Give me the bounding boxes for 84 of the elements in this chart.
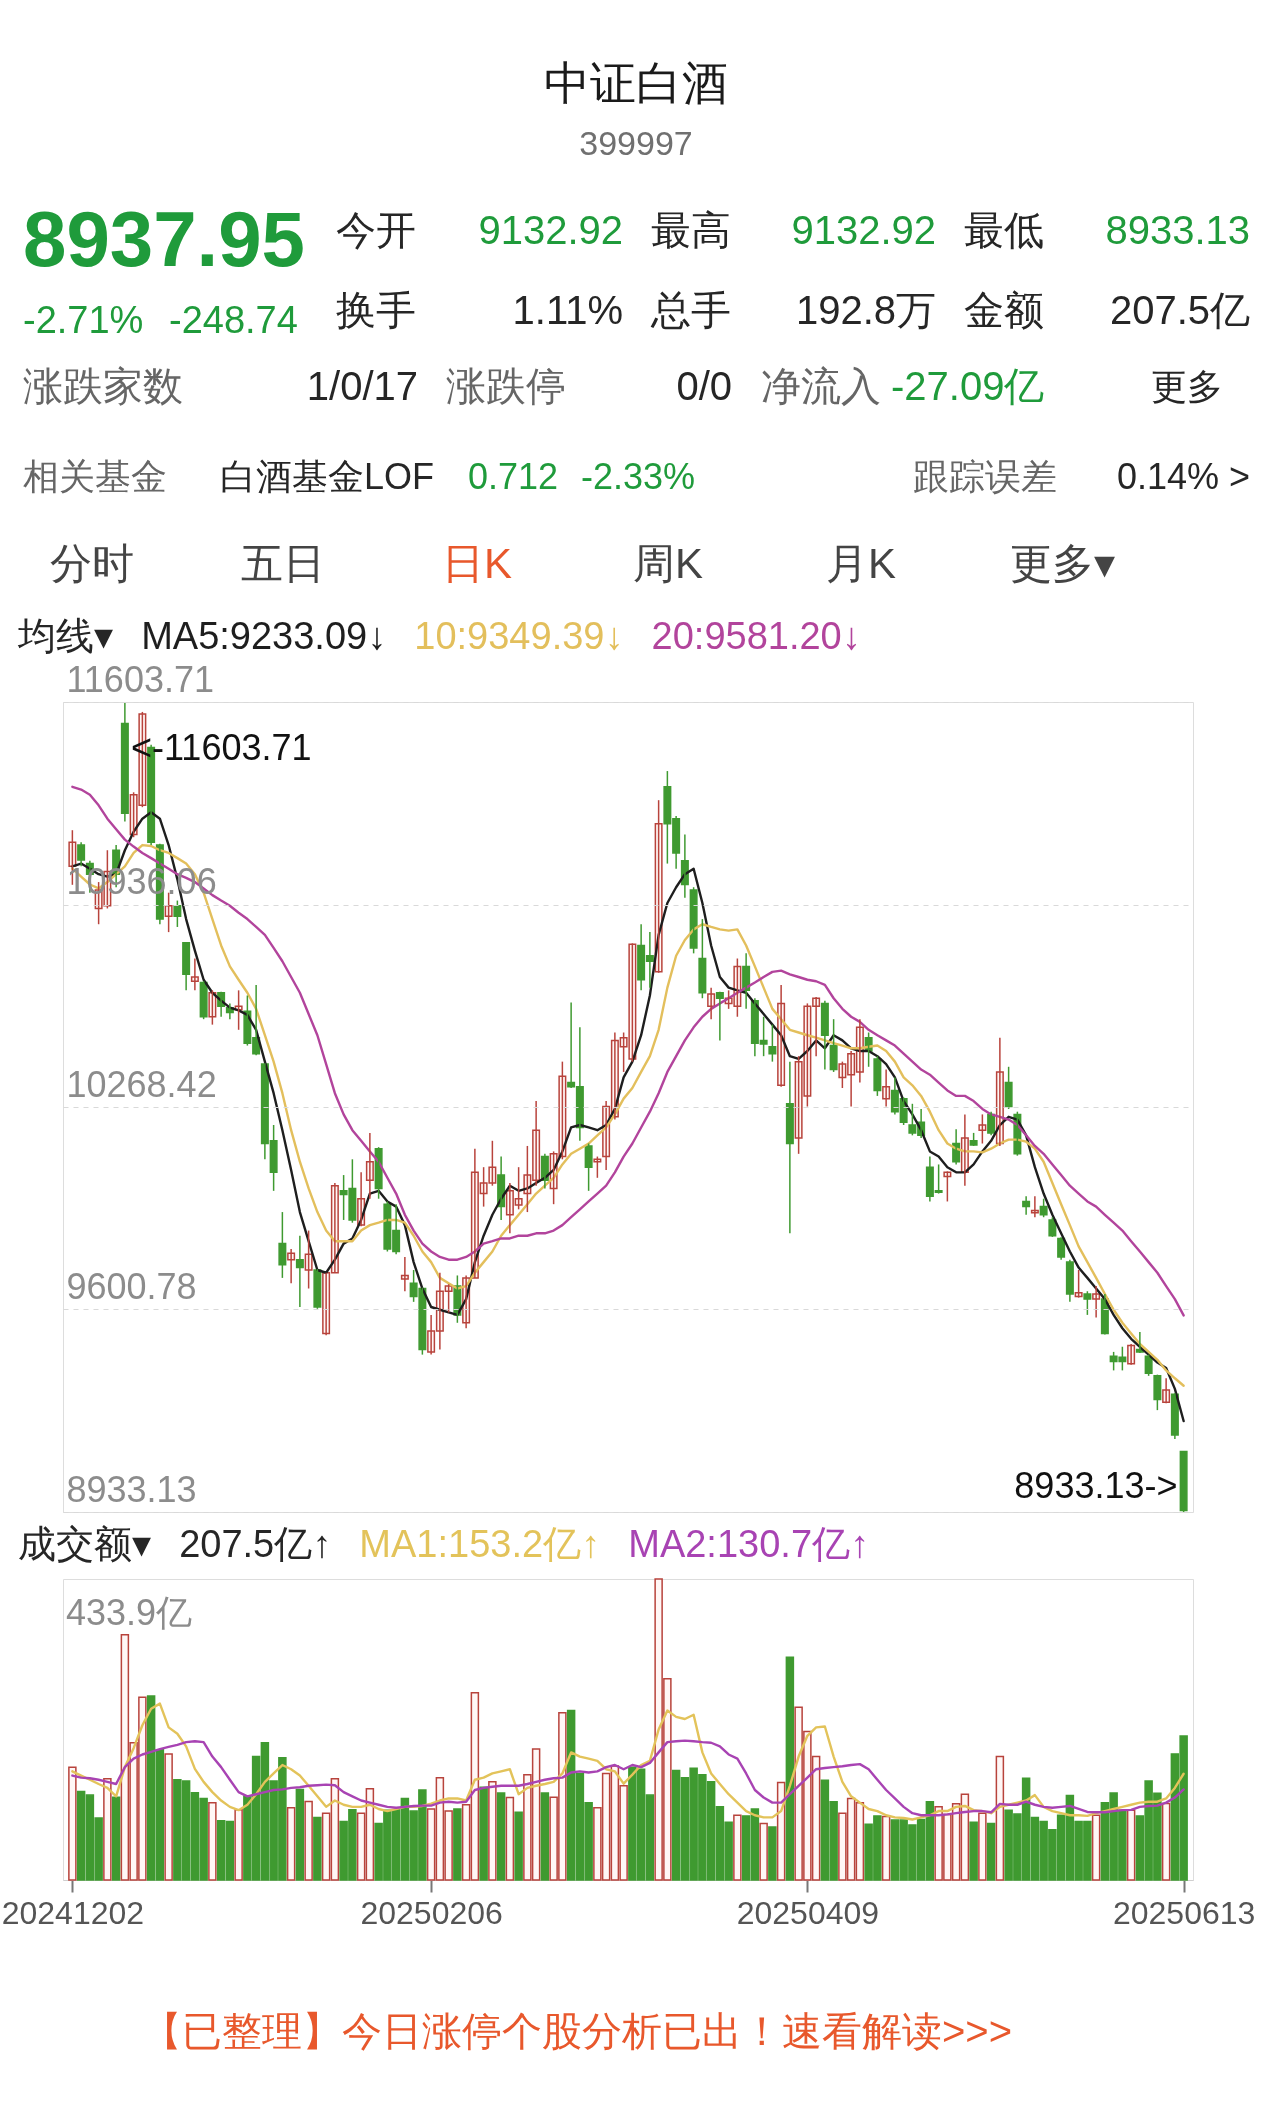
bar (768, 1826, 777, 1881)
bar (1126, 1809, 1136, 1881)
y-tick-label: 8933.13 (66, 1468, 197, 1510)
annotation: 8933.13-> (1014, 1465, 1178, 1506)
text: MA5:9233.09↓ (141, 615, 387, 657)
text: 更多 (1151, 366, 1223, 407)
x-tick-label: 20241202 (1, 1894, 145, 1931)
text: 最高 (651, 208, 731, 252)
y-tick-label: 9600.78 (66, 1266, 197, 1307)
text: 【已整理】今日涨停个股分析已出！速看解读>>> (142, 2009, 1013, 2053)
text: 今开 (336, 208, 416, 252)
bar (208, 1801, 217, 1881)
x-tick-label: 20250409 (736, 1894, 880, 1931)
bar (759, 1822, 768, 1881)
bar (164, 1753, 173, 1881)
text: 周K (632, 540, 704, 587)
text: 换手 (336, 288, 416, 332)
x-tick-label: 20250206 (360, 1894, 503, 1931)
text: 20:9581.20↓ (651, 615, 861, 657)
bar (111, 1796, 121, 1881)
bar (286, 1807, 296, 1881)
bar (505, 1796, 515, 1881)
bar (995, 1755, 1005, 1881)
text: 日K (441, 540, 513, 587)
text: 207.5亿↑ (179, 1523, 332, 1565)
text: MA1:153.2亿↑ (359, 1523, 601, 1565)
bar (1091, 1814, 1101, 1881)
bar (103, 1778, 112, 1881)
text: -27.09亿 (891, 364, 1045, 408)
text: 五日 (241, 540, 325, 587)
bar (969, 1821, 978, 1881)
bar (453, 1808, 462, 1881)
bar (978, 1812, 987, 1881)
bar (733, 1814, 742, 1881)
text: 金额 (964, 288, 1044, 332)
legend-title: 成交额▾ (18, 1523, 151, 1565)
text: -2.71% (23, 299, 144, 341)
bar (986, 1822, 996, 1881)
text: 中证白酒 (544, 57, 728, 109)
legend-title: 均线▾ (17, 615, 113, 657)
text: 相关基金 (23, 456, 167, 497)
bar (496, 1792, 506, 1881)
y-tick-label: 11603.71 (66, 658, 214, 700)
text: 月K (825, 540, 897, 587)
text: 8937.95 (23, 195, 305, 283)
text: 跟踪误差 (913, 456, 1057, 497)
bar (68, 1766, 77, 1881)
text: 10:9349.39↓ (414, 615, 624, 657)
text: 总手 (650, 288, 731, 332)
text: 0/0 (676, 364, 732, 408)
x-tick-label: 20250613 (1112, 1894, 1256, 1931)
text: 8933.13 (1105, 208, 1250, 252)
bar (295, 1788, 305, 1881)
bar (488, 1781, 497, 1881)
text: 1.11% (512, 288, 623, 332)
text: 涨跌家数 (23, 364, 183, 408)
text: 净流入 (761, 364, 881, 408)
bar (514, 1811, 523, 1881)
annotation: 433.9亿 (66, 1592, 193, 1633)
bar (1161, 1802, 1171, 1881)
text: MA2:130.7亿↑ (628, 1523, 870, 1565)
text: 更多▾ (1009, 540, 1115, 587)
text: 0.14% > (1116, 456, 1250, 497)
text: 0.712 (468, 456, 559, 497)
text: 1/0/17 (306, 364, 418, 408)
text: 9132.92 (791, 208, 936, 252)
text: -248.74 (169, 299, 298, 341)
bar (540, 1792, 550, 1881)
bar (479, 1786, 488, 1881)
text: 399997 (579, 124, 693, 162)
text: 最低 (964, 208, 1044, 252)
bar (881, 1815, 891, 1881)
text: -2.33% (581, 456, 696, 497)
text: 涨跌停 (446, 364, 566, 408)
y-tick-label: 10268.42 (66, 1063, 217, 1105)
text: 白酒基金LOF (220, 456, 435, 497)
bar (785, 1656, 795, 1881)
bar (304, 1800, 313, 1881)
bar (234, 1809, 243, 1881)
text: 192.8万 (795, 288, 936, 332)
text: 9132.92 (478, 208, 623, 252)
text: 207.5亿 (1109, 288, 1250, 332)
text: 分时 (50, 540, 134, 587)
bar (313, 1816, 322, 1881)
